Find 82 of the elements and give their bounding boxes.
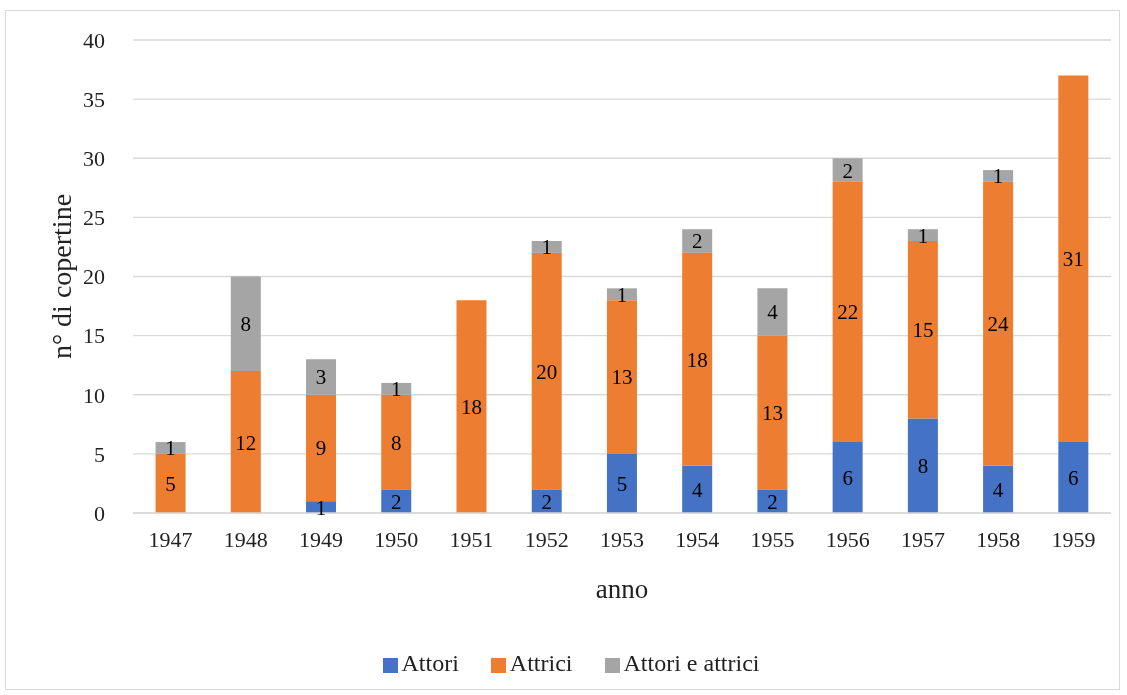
data-label: 3 [315,365,327,390]
bar [155,453,186,513]
x-axis-title: anno [595,574,649,604]
x-tick-label: 1947 [148,526,193,552]
data-label: 6 [842,465,853,490]
x-tick-label: 1952 [524,526,569,552]
data-label: 5 [165,471,176,496]
bar [306,394,337,502]
x-tick-label: 1948 [223,526,268,552]
y-axis-title: n° di copertine [45,193,77,360]
x-tick-label: 1949 [299,526,344,552]
bar [757,335,788,490]
data-label: 4 [691,477,703,502]
x-tick-label: 1953 [600,526,644,552]
bar [983,181,1014,466]
x-tick-label: 1956 [825,526,870,552]
data-label: 18 [686,347,708,372]
data-label: 13 [611,365,633,390]
data-label: 2 [541,489,552,514]
bar [907,241,938,419]
data-label: 8 [391,430,402,455]
data-label: 2 [842,158,853,183]
x-tick-label: 1957 [900,526,945,552]
bar [832,158,863,182]
bar [1058,75,1089,443]
data-label: 6 [1068,465,1079,490]
bar [832,181,863,443]
data-label: 2 [391,489,402,514]
y-tick-label: 15 [83,323,105,349]
x-tick-label: 1955 [750,526,795,552]
bar [682,465,713,513]
y-tick-label: 0 [94,500,105,526]
y-tick-label: 35 [83,86,105,112]
bar [606,288,637,301]
bar [381,394,412,490]
y-tick-label: 30 [83,146,105,172]
data-label: 8 [240,312,252,337]
y-tick-label: 25 [83,205,105,231]
data-label: 1 [616,282,628,307]
data-label: 4 [992,477,1004,502]
x-tick-label: 1951 [449,526,494,552]
data-label: 4 [767,300,779,325]
y-tick-label: 20 [83,264,105,290]
bar [606,453,637,513]
data-label: 5 [616,471,628,496]
y-tick-label: 10 [83,382,105,408]
bar [230,276,261,372]
bar [832,442,863,513]
bar [306,359,337,395]
y-tick-label: 40 [83,27,105,53]
bar [1058,442,1089,513]
legend-label: Attori e attrici [623,650,760,676]
bar [907,418,938,513]
data-label: 22 [837,300,859,325]
bar [682,252,713,466]
y-tick-label: 5 [94,441,105,467]
x-tick-label: 1954 [675,526,720,552]
data-label: 13 [761,400,783,425]
bar [531,252,562,490]
data-label: 1 [391,377,402,402]
data-label: 24 [987,312,1010,337]
data-label: 15 [912,318,934,343]
bar [983,465,1014,513]
bar [682,229,713,253]
bar [230,371,261,513]
data-label: 18 [460,395,482,420]
data-label: 20 [536,359,558,384]
x-tick-label: 1950 [374,526,419,552]
data-label: 2 [767,489,778,514]
data-label: 9 [315,436,327,461]
bar [456,300,487,513]
legend-label: Attrici [509,650,573,676]
x-tick-label: 1958 [976,526,1021,552]
data-label: 8 [917,454,929,479]
bar [757,288,788,336]
bar [606,300,637,454]
data-label: 12 [235,430,257,455]
data-label: 31 [1062,247,1084,272]
data-label: 2 [691,229,703,254]
legend-label: Attori [401,650,459,676]
bar [381,382,412,395]
x-tick-label: 1959 [1051,526,1096,552]
